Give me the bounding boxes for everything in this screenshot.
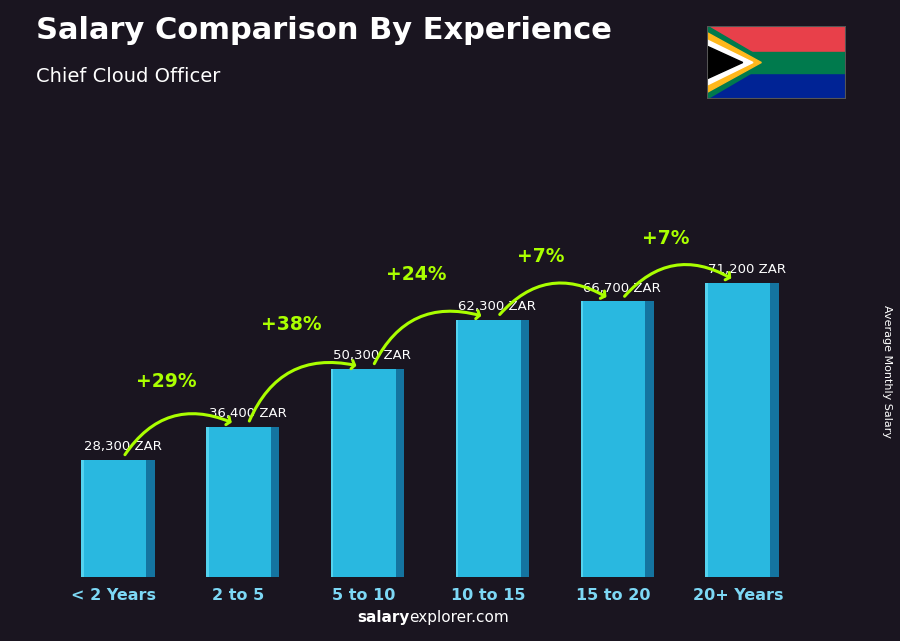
- Polygon shape: [206, 426, 209, 577]
- Polygon shape: [81, 460, 84, 577]
- FancyBboxPatch shape: [206, 426, 271, 577]
- Text: 28,300 ZAR: 28,300 ZAR: [84, 440, 162, 453]
- Polygon shape: [645, 301, 654, 577]
- Polygon shape: [770, 283, 778, 577]
- Bar: [706, 62, 846, 99]
- Text: Chief Cloud Officer: Chief Cloud Officer: [36, 67, 220, 87]
- Polygon shape: [580, 301, 583, 577]
- Bar: [706, 26, 846, 62]
- FancyBboxPatch shape: [455, 320, 520, 577]
- Text: salary: salary: [357, 610, 410, 625]
- Polygon shape: [706, 283, 708, 577]
- Text: 71,200 ZAR: 71,200 ZAR: [708, 263, 786, 276]
- Polygon shape: [706, 32, 761, 93]
- Polygon shape: [455, 320, 458, 577]
- Text: +24%: +24%: [385, 265, 446, 285]
- Text: +7%: +7%: [642, 229, 689, 247]
- Polygon shape: [706, 46, 742, 79]
- Text: Average Monthly Salary: Average Monthly Salary: [881, 305, 892, 438]
- Polygon shape: [706, 26, 770, 99]
- Text: 36,400 ZAR: 36,400 ZAR: [209, 407, 286, 420]
- Text: +7%: +7%: [517, 247, 564, 266]
- FancyBboxPatch shape: [81, 460, 146, 577]
- FancyBboxPatch shape: [331, 369, 396, 577]
- Text: 66,700 ZAR: 66,700 ZAR: [583, 281, 661, 295]
- Text: 50,300 ZAR: 50,300 ZAR: [333, 349, 411, 362]
- Polygon shape: [706, 40, 753, 85]
- Text: Salary Comparison By Experience: Salary Comparison By Experience: [36, 16, 612, 45]
- FancyBboxPatch shape: [580, 301, 645, 577]
- FancyBboxPatch shape: [706, 283, 770, 577]
- Polygon shape: [146, 460, 155, 577]
- Text: +29%: +29%: [136, 372, 196, 392]
- Polygon shape: [396, 369, 404, 577]
- Bar: [706, 52, 846, 73]
- Polygon shape: [331, 369, 333, 577]
- Polygon shape: [271, 426, 279, 577]
- Text: +38%: +38%: [261, 315, 321, 334]
- Text: 62,300 ZAR: 62,300 ZAR: [458, 300, 536, 313]
- Text: explorer.com: explorer.com: [410, 610, 509, 625]
- Polygon shape: [520, 320, 529, 577]
